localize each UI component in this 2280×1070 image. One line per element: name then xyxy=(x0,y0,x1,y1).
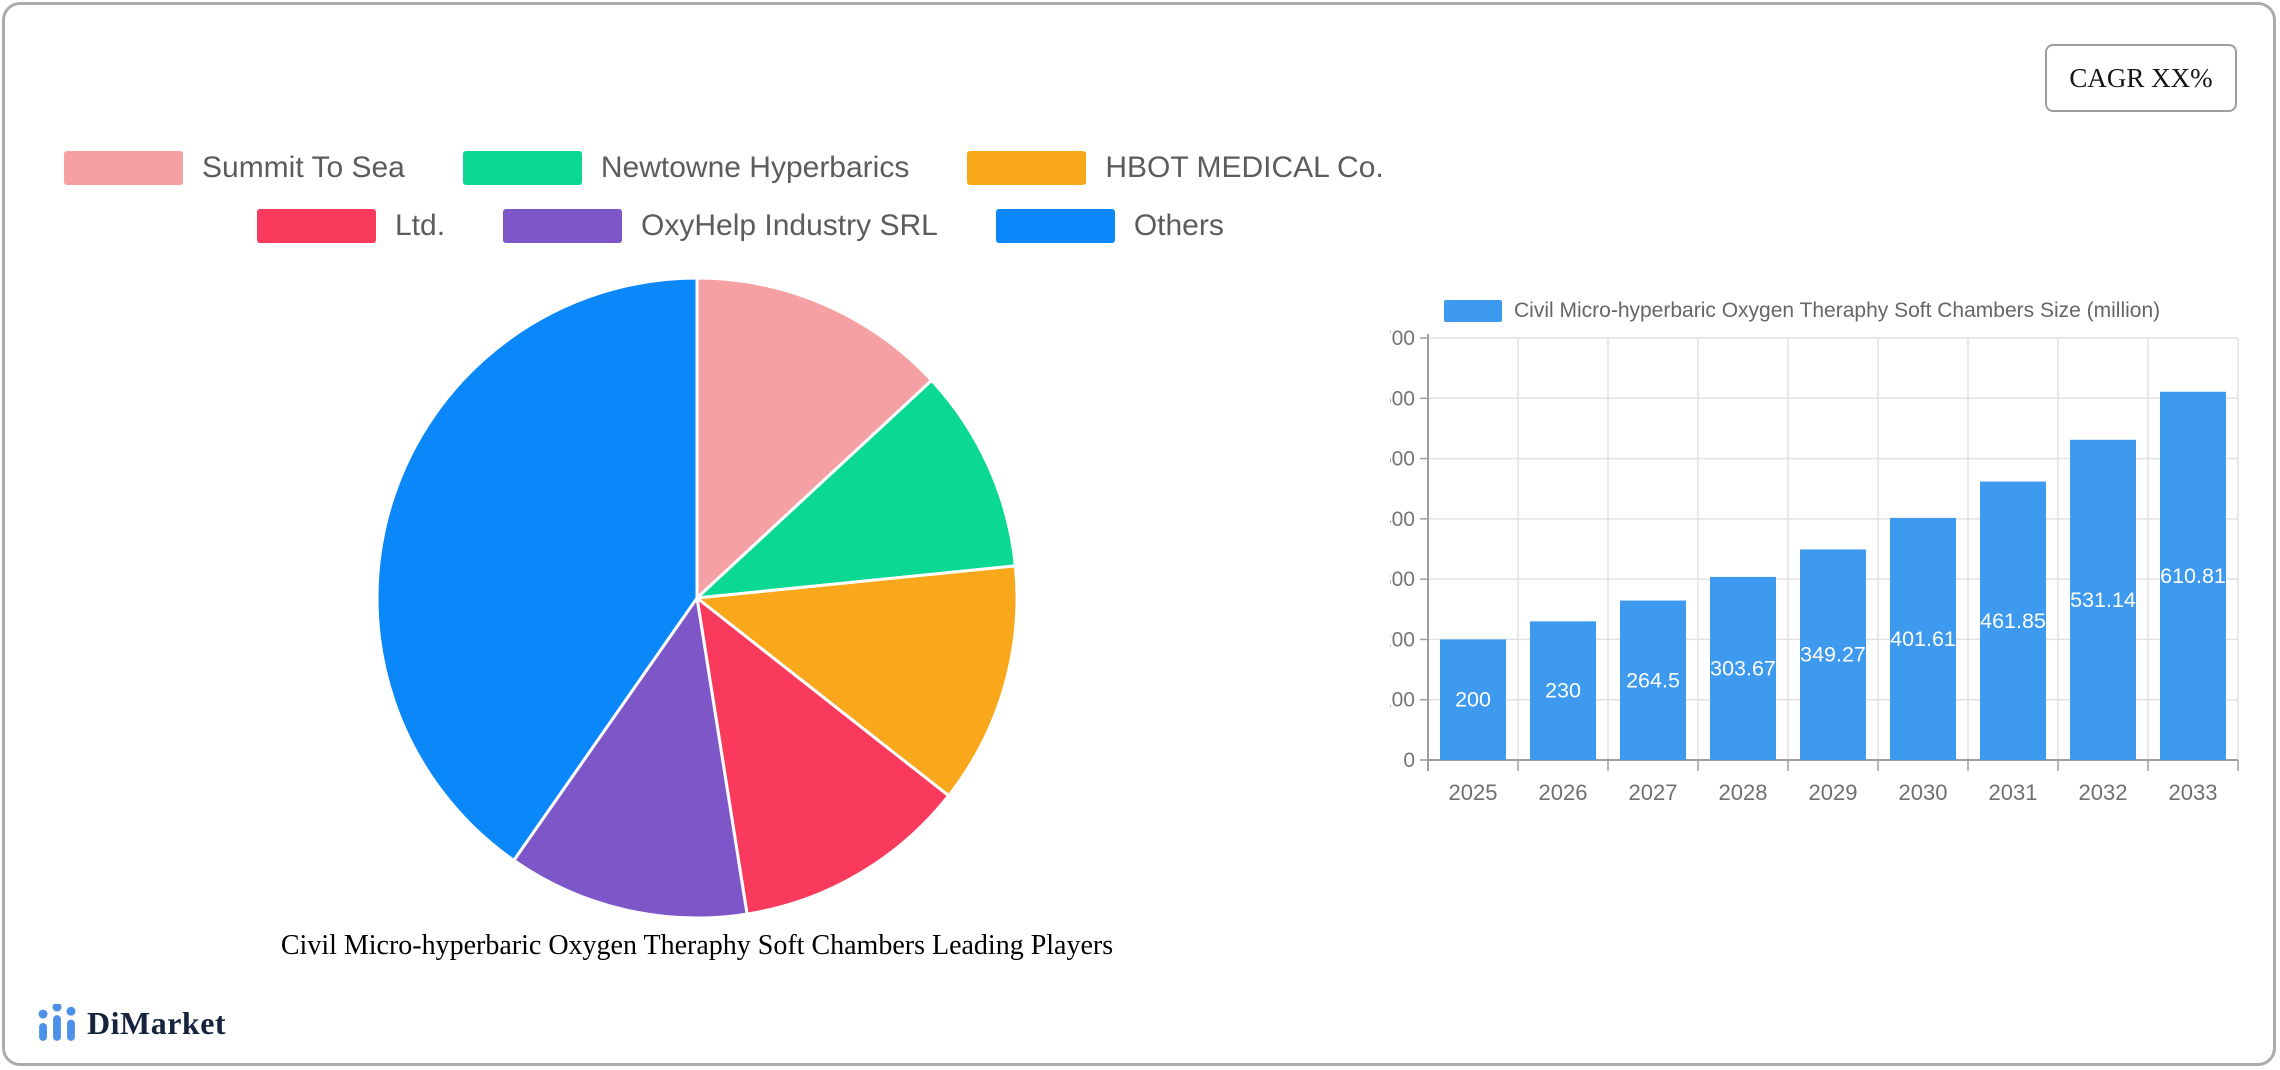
y-axis-label: 100 xyxy=(1390,689,1415,712)
x-axis-label-2025: 2025 xyxy=(1449,780,1498,805)
legend-item-hbot-medical-co: HBOT MEDICAL Co. xyxy=(967,151,1384,185)
legend-label: Summit To Sea xyxy=(202,151,405,184)
pie-legend-row-2: Ltd. OxyHelp Industry SRL Others xyxy=(257,208,1224,244)
bar-2025 xyxy=(1440,639,1506,760)
legend-item-others: Others xyxy=(995,209,1224,243)
bar-2027 xyxy=(1620,600,1686,760)
bar-legend-label: Civil Micro-hyperbaric Oxygen Theraphy S… xyxy=(1514,299,2161,322)
y-axis-label: 0 xyxy=(1403,749,1415,772)
y-axis-label: 200 xyxy=(1390,628,1415,651)
legend-label: Others xyxy=(1133,209,1224,242)
bar-legend-swatch xyxy=(1444,300,1502,322)
dimarket-logo-icon xyxy=(38,1004,76,1041)
legend-swatch-oxyhelp-industry-srl xyxy=(503,209,623,243)
bar-value-label: 230 xyxy=(1545,679,1581,703)
bar-2028 xyxy=(1710,576,1776,760)
y-axis-label: 300 xyxy=(1390,568,1415,591)
cagr-badge: CAGR XX% xyxy=(2045,44,2237,112)
legend-swatch-others xyxy=(995,209,1115,243)
bar-2026 xyxy=(1530,621,1596,760)
x-axis-label-2033: 2033 xyxy=(2169,780,2218,805)
bar-value-label: 461.85 xyxy=(1980,609,2046,633)
y-axis-label: 400 xyxy=(1390,508,1415,531)
x-axis-label-2031: 2031 xyxy=(1989,780,2038,805)
legend-swatch-hbot-medical-co xyxy=(967,151,1087,185)
brand-name: DiMarket xyxy=(87,1004,227,1041)
x-axis-label-2030: 2030 xyxy=(1899,780,1948,805)
legend-label: Ltd. xyxy=(395,209,446,242)
x-axis-label-2032: 2032 xyxy=(2079,780,2128,805)
x-axis-label-2029: 2029 xyxy=(1809,780,1858,805)
y-axis-label: 500 xyxy=(1390,448,1415,471)
bar-value-label: 610.81 xyxy=(2160,564,2226,588)
bar-value-label: 200 xyxy=(1455,688,1491,712)
pie-slice-hbot-medical-co xyxy=(695,564,1019,798)
legend-item-newtowne-hyperbarics: Newtowne Hyperbarics xyxy=(462,151,910,185)
legend-item-oxyhelp-industry-srl: OxyHelp Industry SRL xyxy=(503,209,938,243)
bar-chart-legend: Civil Micro-hyperbaric Oxygen Theraphy S… xyxy=(1444,299,2160,323)
legend-label: OxyHelp Industry SRL xyxy=(641,209,938,242)
legend-label: Newtowne Hyperbarics xyxy=(600,151,910,184)
legend-item-summit-to-sea: Summit To Sea xyxy=(64,151,405,185)
legend-swatch-ltd xyxy=(257,209,376,243)
bar-2031 xyxy=(1980,481,2046,760)
bar-2029 xyxy=(1800,549,1866,760)
pie-chart-title: Civil Micro-hyperbaric Oxygen Theraphy S… xyxy=(280,930,1114,961)
pie-slice-newtowne-hyperbarics xyxy=(695,378,1017,600)
bar-2032 xyxy=(2070,439,2136,760)
bar-chart: 0 100 200 300 400 500 600 700 200 2025 230 2026 264.… xyxy=(1390,330,2239,805)
legend-item-ltd: Ltd. xyxy=(257,209,445,243)
bar-value-label: 264.5 xyxy=(1626,668,1680,692)
bar-2030 xyxy=(1890,517,1956,760)
legend-label: HBOT MEDICAL Co. xyxy=(1105,151,1384,184)
bar-value-label: 401.61 xyxy=(1890,627,1956,651)
legend-swatch-newtowne-hyperbarics xyxy=(462,151,582,185)
pie-slice-summit-to-sea xyxy=(695,276,934,600)
bar-value-label: 349.27 xyxy=(1800,643,1866,667)
legend-swatch-summit-to-sea xyxy=(64,151,183,185)
brand-footer: DiMarket xyxy=(36,1004,226,1042)
cagr-label: CAGR XX% xyxy=(2069,62,2213,93)
pie-slice-others xyxy=(375,276,699,862)
pie-slice-oxyhelp-industry-srl xyxy=(512,596,749,920)
y-axis-label: 700 xyxy=(1390,330,1415,350)
x-axis-label-2027: 2027 xyxy=(1629,780,1678,805)
bar-value-label: 303.67 xyxy=(1710,656,1776,680)
x-axis-label-2028: 2028 xyxy=(1719,780,1768,805)
pie-legend-row-1: Summit To Sea Newtowne Hyperbarics HBOT ME… xyxy=(64,150,1384,186)
bar-value-label: 531.14 xyxy=(2070,588,2136,612)
x-axis-label-2026: 2026 xyxy=(1539,780,1588,805)
y-axis-label: 600 xyxy=(1390,387,1415,410)
pie-slice-ltd xyxy=(695,596,951,916)
pie-chart xyxy=(375,276,1019,920)
bar-2033 xyxy=(2160,391,2226,760)
